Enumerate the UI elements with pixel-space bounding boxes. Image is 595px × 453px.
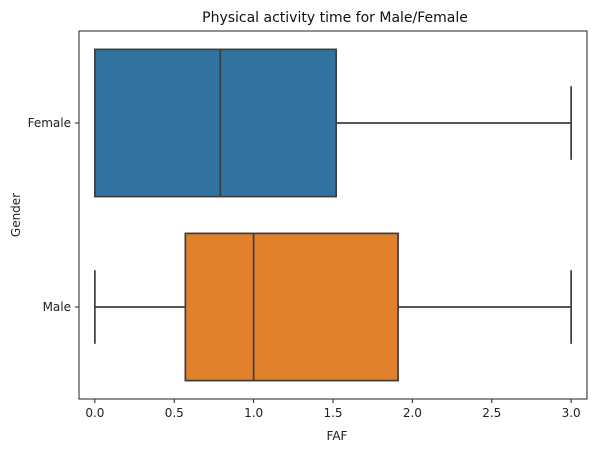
box-female — [94, 48, 572, 198]
iqr-box-male — [184, 232, 399, 382]
x-tick-label-3: 1.5 — [323, 406, 342, 420]
x-tick-label-2: 1.0 — [244, 406, 263, 420]
y-tick-label-female: Female — [28, 116, 71, 130]
y-axis-label: Gender — [9, 193, 23, 237]
x-axis-label: FAF — [327, 429, 348, 443]
y-axis: Female Male — [28, 116, 79, 314]
box-male — [94, 232, 572, 382]
chart-title: Physical activity time for Male/Female — [202, 10, 468, 26]
iqr-box-female — [94, 48, 338, 198]
x-tick-label-0: 0.0 — [85, 406, 104, 420]
x-tick-label-1: 0.5 — [165, 406, 184, 420]
x-tick-label-6: 3.0 — [562, 406, 581, 420]
y-tick-label-male: Male — [43, 300, 71, 314]
x-axis: 0.0 0.5 1.0 1.5 2.0 2.5 3.0 — [85, 399, 581, 420]
x-tick-label-4: 2.0 — [403, 406, 422, 420]
x-tick-label-5: 2.5 — [482, 406, 501, 420]
plot-area — [94, 48, 572, 382]
